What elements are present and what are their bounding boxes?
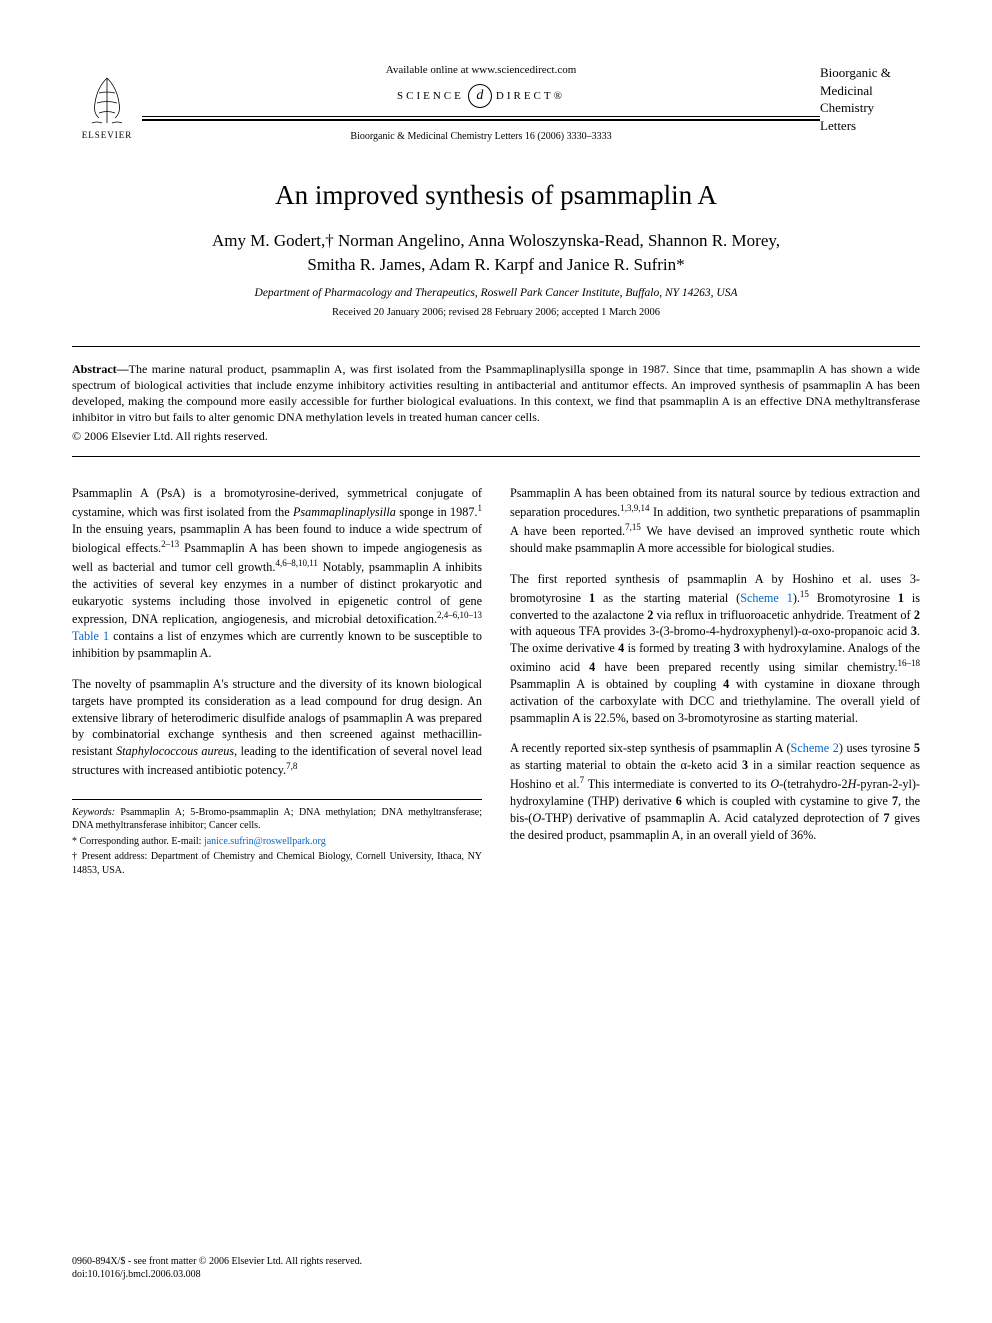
table-ref-link[interactable]: Table 1	[72, 629, 109, 643]
right-p2: The first reported synthesis of psammapl…	[510, 571, 920, 727]
compound-num: 2	[914, 608, 920, 622]
text-run: sponge in 1987.	[396, 505, 478, 519]
left-p2: The novelty of psammaplin A's structure …	[72, 676, 482, 779]
journal-line: Letters	[820, 117, 920, 135]
keywords-text: Psammaplin A; 5-Bromo-psammaplin A; DNA …	[72, 807, 482, 832]
abstract-label: Abstract—	[72, 362, 129, 376]
citation-sup: 4,6–8,10,11	[275, 558, 317, 568]
journal-title-box: Bioorganic & Medicinal Chemistry Letters	[820, 60, 920, 134]
text-run: as starting material to obtain the α-ket…	[510, 758, 742, 772]
affiliation: Department of Pharmacology and Therapeut…	[72, 287, 920, 299]
citation-sup: 7,15	[625, 522, 641, 532]
abstract-box: Abstract—The marine natural product, psa…	[72, 346, 920, 458]
right-p3: A recently reported six-step synthesis o…	[510, 740, 920, 843]
species-name: Psammaplinaplysilla	[293, 505, 396, 519]
citation-sup: 7,8	[286, 761, 297, 771]
citation-sup: 16–18	[898, 658, 921, 668]
footer: 0960-894X/$ - see front matter © 2006 El…	[72, 1255, 920, 1281]
authors-line1: Amy M. Godert,† Norman Angelino, Anna Wo…	[212, 231, 780, 250]
left-p1: Psammaplin A (PsA) is a bromotyrosine-de…	[72, 485, 482, 662]
citation-sup: 1,3,9,14	[620, 503, 649, 513]
available-online-text: Available online at www.sciencedirect.co…	[142, 64, 820, 76]
footer-doi: doi:10.1016/j.bmcl.2006.03.008	[72, 1268, 920, 1281]
scheme-ref-link[interactable]: Scheme 2	[791, 741, 839, 755]
text-run: Psammaplin A is obtained by coupling	[510, 677, 723, 691]
text-run: -THP) derivative of psammaplin A. Acid c…	[541, 811, 883, 825]
abstract-body: The marine natural product, psammaplin A…	[72, 362, 920, 425]
text-run: -(tetrahydro-2	[779, 777, 847, 791]
text-run: have been prepared recently using simila…	[595, 660, 897, 674]
ital-run: O	[532, 811, 541, 825]
text-run: is formed by treating	[624, 641, 733, 655]
sd-text-left: SCIENCE	[397, 90, 464, 102]
citation-sup: 2–13	[161, 539, 179, 549]
sd-text-right: DIRECT®	[496, 90, 565, 102]
right-p1: Psammaplin A has been obtained from its …	[510, 485, 920, 556]
compound-num: 5	[914, 741, 920, 755]
present-label: †	[72, 851, 82, 862]
keywords-label: Keywords:	[72, 807, 115, 818]
header-rule-thin	[142, 116, 820, 117]
citation-sup: 2,4–6,10–13	[437, 610, 482, 620]
journal-line: Bioorganic &	[820, 64, 920, 82]
authors-line2: Smitha R. James, Adam R. Karpf and Janic…	[307, 255, 684, 274]
text-run: This intermediate is converted to its	[584, 777, 770, 791]
keywords-line: Keywords: Psammaplin A; 5-Bromo-psammapl…	[72, 806, 482, 833]
corresponding-line: * Corresponding author. E-mail: janice.s…	[72, 835, 482, 849]
abstract-copyright: © 2006 Elsevier Ltd. All rights reserved…	[72, 429, 920, 444]
journal-line: Medicinal	[820, 82, 920, 100]
citation-sup: 1	[477, 503, 482, 513]
text-run: which is coupled with cystamine to give	[682, 794, 892, 808]
corresponding-email-link[interactable]: janice.sufrin@roswellpark.org	[204, 836, 326, 847]
footnotes: Keywords: Psammaplin A; 5-Bromo-psammapl…	[72, 799, 482, 878]
footer-copyright: 0960-894X/$ - see front matter © 2006 El…	[72, 1255, 920, 1268]
authors: Amy M. Godert,† Norman Angelino, Anna Wo…	[72, 229, 920, 277]
article-dates: Received 20 January 2006; revised 28 Feb…	[72, 307, 920, 318]
header-rule-thick	[142, 119, 820, 121]
journal-line: Chemistry	[820, 99, 920, 117]
scheme-ref-link[interactable]: Scheme 1	[740, 591, 793, 605]
present-text: Present address: Department of Chemistry…	[72, 851, 482, 876]
sd-icon: d	[468, 84, 492, 108]
elsevier-tree-icon	[77, 73, 137, 128]
header-center: Available online at www.sciencedirect.co…	[142, 60, 820, 142]
elsevier-label: ELSEVIER	[82, 130, 133, 140]
text-run: A recently reported six-step synthesis o…	[510, 741, 791, 755]
text-run: as the starting material (	[595, 591, 740, 605]
corresponding-label: * Corresponding author. E-mail:	[72, 836, 204, 847]
header-row: ELSEVIER Available online at www.science…	[72, 60, 920, 142]
text-run: ).	[793, 591, 800, 605]
present-address-line: † Present address: Department of Chemist…	[72, 850, 482, 877]
text-run: Bromotyrosine	[809, 591, 898, 605]
abstract-text: Abstract—The marine natural product, psa…	[72, 361, 920, 426]
species-name: Staphylococcous aureus	[116, 744, 234, 758]
right-column: Psammaplin A has been obtained from its …	[510, 485, 920, 879]
journal-reference: Bioorganic & Medicinal Chemistry Letters…	[142, 131, 820, 142]
text-run: via reflux in trifluoroacetic anhydride.…	[653, 608, 914, 622]
left-column: Psammaplin A (PsA) is a bromotyrosine-de…	[72, 485, 482, 879]
text-run: with aqueous TFA provides 3-(3-bromo-4-h…	[510, 624, 911, 638]
text-run: contains a list of enzymes which are cur…	[72, 629, 482, 660]
body-columns: Psammaplin A (PsA) is a bromotyrosine-de…	[72, 485, 920, 879]
article-title: An improved synthesis of psammaplin A	[72, 180, 920, 211]
sciencedirect-logo: SCIENCE d DIRECT®	[397, 84, 565, 108]
text-run: ) uses tyrosine	[839, 741, 914, 755]
citation-sup: 15	[800, 589, 809, 599]
elsevier-logo: ELSEVIER	[72, 60, 142, 140]
ital-run: O	[770, 777, 779, 791]
